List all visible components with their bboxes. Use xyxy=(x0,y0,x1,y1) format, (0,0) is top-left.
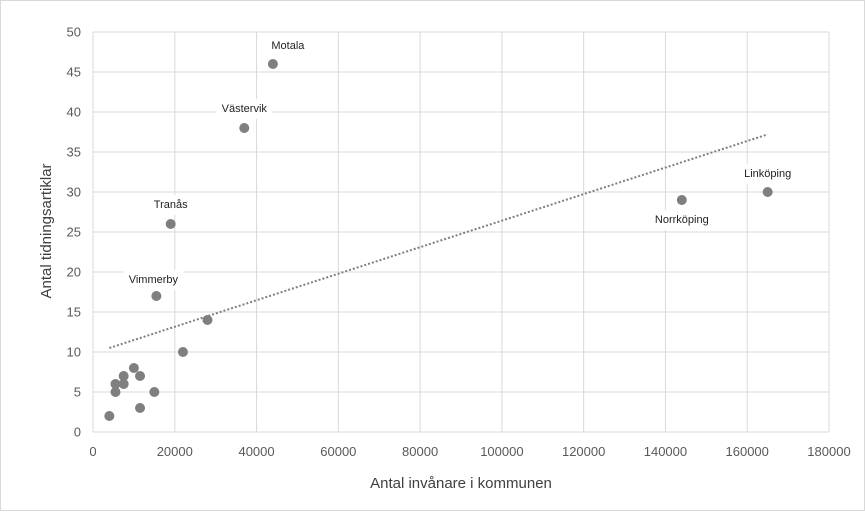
y-tick-label: 35 xyxy=(67,145,81,160)
data-label-background xyxy=(148,195,194,215)
x-tick-label: 40000 xyxy=(238,444,274,459)
data-point xyxy=(239,123,250,133)
data-point xyxy=(149,387,160,397)
y-tick-label: 40 xyxy=(67,105,81,120)
y-tick-label: 5 xyxy=(74,385,81,400)
data-point xyxy=(676,195,687,205)
y-tick-label: 15 xyxy=(67,305,81,320)
trendline xyxy=(109,133,768,349)
x-tick-label: 100000 xyxy=(480,444,523,459)
tick-labels: 0 5 10 15 20 25 30 35 40 45 50 0 20000 40000 60000 8000… xyxy=(67,25,851,460)
data-point xyxy=(104,411,115,421)
data-point xyxy=(110,379,121,389)
data-point xyxy=(118,379,129,389)
data-label: Västervik xyxy=(222,103,268,115)
y-tick-label: 30 xyxy=(67,185,81,200)
y-tick-label: 25 xyxy=(67,225,81,240)
data-label: Tranås xyxy=(154,199,188,211)
x-tick-label: 60000 xyxy=(320,444,356,459)
data-label-background xyxy=(123,270,184,290)
x-tick-label: 120000 xyxy=(562,444,605,459)
point-labels: Motala Västervik Tranås Vimmerby Norrköping L… xyxy=(123,36,797,290)
data-label-background xyxy=(739,164,797,184)
x-axis-title: Antal invånare i kommunen xyxy=(370,475,552,492)
data-point xyxy=(177,347,188,357)
trendline-group xyxy=(109,133,768,349)
data-point xyxy=(118,371,129,381)
data-label: Linköping xyxy=(744,168,791,180)
data-label-background xyxy=(266,36,311,56)
data-point xyxy=(110,387,121,397)
data-points xyxy=(104,59,773,421)
data-label-background xyxy=(649,210,714,230)
x-tick-label: 140000 xyxy=(644,444,687,459)
y-tick-label: 10 xyxy=(67,345,81,360)
data-point xyxy=(128,363,139,373)
y-axis-title: Antal tidningsartiklar xyxy=(38,163,55,298)
data-label: Norrköping xyxy=(655,214,709,226)
y-tick-label: 45 xyxy=(67,65,81,80)
y-tick-label: 0 xyxy=(74,425,81,440)
data-point xyxy=(267,59,278,69)
data-point xyxy=(135,403,146,413)
data-point xyxy=(762,187,773,197)
data-point xyxy=(165,219,176,229)
data-label: Vimmerby xyxy=(129,274,179,286)
y-tick-label: 50 xyxy=(67,25,81,40)
data-point xyxy=(202,315,213,325)
x-tick-label: 20000 xyxy=(157,444,193,459)
data-label: Motala xyxy=(271,40,305,52)
data-point xyxy=(135,371,146,381)
x-tick-label: 80000 xyxy=(402,444,438,459)
y-tick-label: 20 xyxy=(67,265,81,280)
data-point xyxy=(151,291,162,301)
data-label-background xyxy=(216,99,273,119)
gridlines xyxy=(92,31,830,433)
x-tick-label: 160000 xyxy=(726,444,769,459)
x-tick-label: 0 xyxy=(89,444,96,459)
x-tick-label: 180000 xyxy=(807,444,850,459)
